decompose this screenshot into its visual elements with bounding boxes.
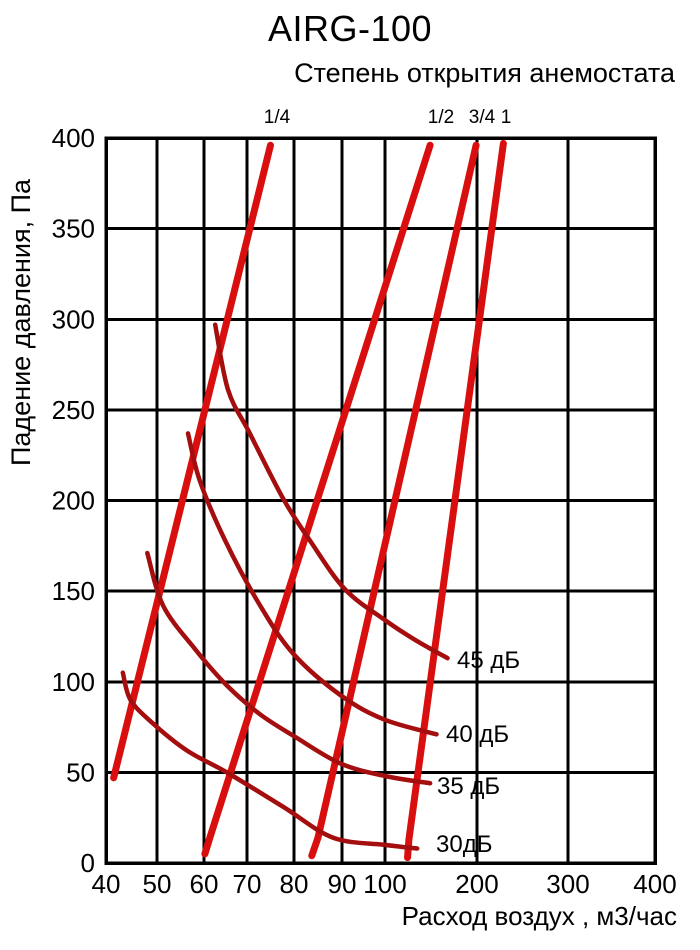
y-tick-label: 150 (52, 576, 95, 606)
y-tick-label: 250 (52, 395, 95, 425)
series-label-noise-40: 40 дБ (446, 721, 509, 748)
series-noise-45 (212, 322, 450, 661)
plot-border (104, 136, 657, 865)
x-tick-label: 50 (143, 869, 172, 899)
grid (104, 136, 657, 865)
x-tick-label: 80 (280, 869, 309, 899)
x-tick-labels: 40 50 60 70 80 90 100 200 300 400 (92, 869, 677, 899)
y-tick-label: 0 (81, 848, 95, 878)
x-tick-label: 70 (233, 869, 262, 899)
series-open-1 (404, 139, 507, 862)
series-label-open-1-4: 1/4 (264, 107, 291, 128)
x-tick-label: 200 (455, 869, 498, 899)
series-noise-40 (185, 431, 439, 737)
series-noise-30 (120, 670, 420, 851)
x-tick-label: 100 (363, 869, 406, 899)
y-tick-labels: 0 50 100 150 200 250 300 350 400 (52, 123, 95, 878)
series-open-3-4 (308, 141, 480, 860)
y-tick-label: 100 (52, 667, 95, 697)
series-label-open-1-2: 1/2 (428, 107, 454, 128)
x-tick-label: 40 (92, 869, 121, 899)
y-tick-label: 200 (52, 486, 95, 516)
series-label-open-1: 1 (501, 107, 512, 128)
y-tick-label: 350 (52, 214, 95, 244)
y-tick-label: 300 (52, 304, 95, 334)
series-label-noise-35: 35 дБ (437, 773, 500, 800)
y-tick-label: 50 (66, 757, 95, 787)
x-axis-title: Расход воздух , м3/час (401, 901, 677, 931)
series-noise-35 (145, 550, 433, 786)
chart-subtitle: Степень открытия анемостата (294, 58, 675, 88)
x-tick-label: 90 (328, 869, 357, 899)
y-tick-label: 400 (52, 123, 95, 153)
series-label-open-3-4: 3/4 (469, 107, 496, 128)
x-tick-label: 60 (190, 869, 219, 899)
series-label-noise-45: 45 дБ (457, 647, 520, 674)
x-tick-label: 400 (633, 869, 676, 899)
x-tick-label: 300 (546, 869, 589, 899)
series-label-noise-30: 30дБ (436, 831, 492, 858)
chart-title: AIRG-100 (267, 8, 433, 49)
series-open-1-2 (201, 141, 434, 858)
